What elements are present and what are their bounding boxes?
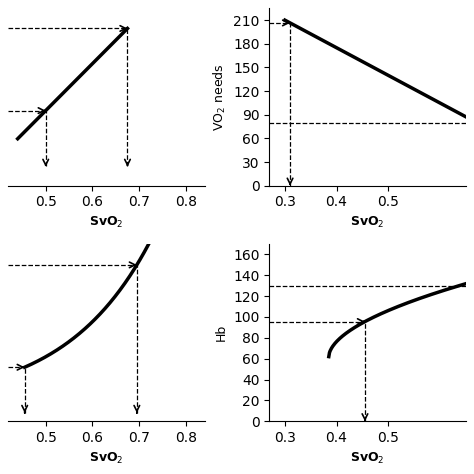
Y-axis label: VO$_2$ needs: VO$_2$ needs: [211, 63, 228, 131]
X-axis label: SvO$_2$: SvO$_2$: [350, 215, 385, 230]
X-axis label: SvO$_2$: SvO$_2$: [89, 451, 124, 465]
X-axis label: SvO$_2$: SvO$_2$: [89, 215, 124, 230]
Y-axis label: Hb: Hb: [215, 324, 228, 341]
X-axis label: SvO$_2$: SvO$_2$: [350, 451, 385, 465]
